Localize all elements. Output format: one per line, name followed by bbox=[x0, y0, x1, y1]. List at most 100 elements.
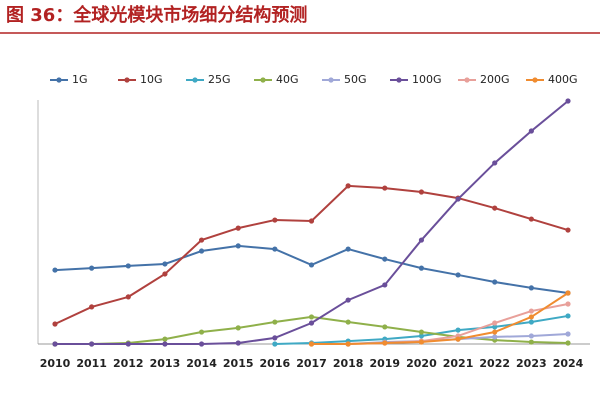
data-point bbox=[198, 341, 205, 347]
x-tick-label: 2023 bbox=[516, 357, 547, 370]
data-point bbox=[528, 339, 534, 345]
data-point bbox=[198, 248, 205, 254]
data-point bbox=[382, 324, 388, 330]
data-point bbox=[162, 271, 168, 277]
data-point bbox=[235, 243, 241, 249]
data-point bbox=[528, 128, 534, 134]
data-point bbox=[492, 334, 498, 340]
x-tick-label: 2018 bbox=[333, 357, 364, 370]
series-line bbox=[311, 292, 569, 345]
data-point bbox=[345, 297, 351, 303]
x-tick-label: 2015 bbox=[223, 357, 254, 370]
legend-label: 10G bbox=[140, 73, 163, 86]
x-tick-label: 2021 bbox=[443, 357, 474, 370]
series-line bbox=[54, 184, 569, 325]
data-point bbox=[565, 331, 571, 337]
data-point bbox=[308, 341, 315, 347]
data-point bbox=[382, 282, 388, 288]
data-point bbox=[345, 183, 351, 189]
data-point bbox=[382, 185, 388, 191]
chart-title: 图 36：全球光模块市场细分结构预测 bbox=[6, 4, 307, 26]
data-point bbox=[125, 341, 131, 347]
legend-marker bbox=[192, 77, 198, 83]
x-tick-label: 2016 bbox=[260, 357, 291, 370]
data-point bbox=[565, 98, 571, 104]
data-point bbox=[308, 218, 315, 224]
data-point bbox=[565, 227, 571, 233]
data-point bbox=[272, 319, 278, 325]
data-point bbox=[455, 327, 461, 333]
data-point bbox=[418, 265, 425, 271]
data-point bbox=[528, 285, 534, 291]
legend-marker bbox=[532, 77, 538, 83]
legend-marker bbox=[396, 77, 402, 83]
data-point bbox=[418, 237, 425, 243]
legend-label: 100G bbox=[412, 73, 442, 86]
data-point bbox=[565, 290, 571, 296]
data-point bbox=[528, 333, 534, 339]
data-point bbox=[418, 329, 425, 335]
data-point bbox=[565, 301, 571, 307]
data-point bbox=[308, 262, 315, 268]
data-point bbox=[125, 263, 131, 269]
legend-label: 200G bbox=[480, 73, 510, 86]
legend-marker bbox=[328, 77, 334, 83]
x-tick-label: 2017 bbox=[296, 357, 327, 370]
data-point bbox=[565, 313, 571, 319]
x-tick-label: 2011 bbox=[76, 357, 107, 370]
data-point bbox=[235, 325, 241, 331]
legend-marker bbox=[124, 77, 130, 83]
x-tick-label: 2014 bbox=[186, 357, 217, 370]
data-point bbox=[89, 265, 95, 271]
data-point bbox=[198, 237, 205, 243]
x-tick-label: 2024 bbox=[553, 357, 584, 370]
data-point bbox=[492, 279, 498, 285]
data-point bbox=[89, 341, 95, 347]
legend-label: 1G bbox=[72, 73, 88, 86]
data-point bbox=[52, 341, 58, 347]
data-point bbox=[418, 333, 425, 339]
x-tick-label: 2020 bbox=[406, 357, 437, 370]
legend-label: 40G bbox=[276, 73, 299, 86]
legend-label: 25G bbox=[208, 73, 231, 86]
data-point bbox=[308, 314, 315, 320]
data-point bbox=[455, 196, 461, 202]
data-point bbox=[492, 205, 498, 211]
data-point bbox=[528, 319, 534, 325]
data-point bbox=[345, 319, 351, 325]
data-point bbox=[345, 341, 351, 347]
data-point bbox=[52, 321, 58, 327]
series-line bbox=[54, 244, 569, 294]
data-point bbox=[492, 160, 498, 166]
data-point bbox=[528, 308, 534, 314]
data-point bbox=[162, 336, 168, 342]
data-point bbox=[272, 341, 278, 347]
data-point bbox=[418, 339, 425, 345]
data-point bbox=[528, 216, 534, 222]
x-tick-label: 2012 bbox=[113, 357, 144, 370]
legend-marker bbox=[260, 77, 266, 83]
data-point bbox=[308, 320, 315, 326]
legend-label: 50G bbox=[344, 73, 367, 86]
x-tick-label: 2013 bbox=[150, 357, 181, 370]
data-point bbox=[272, 246, 278, 252]
data-point bbox=[345, 246, 351, 252]
data-point bbox=[492, 324, 498, 330]
legend-marker bbox=[464, 77, 470, 83]
data-point bbox=[418, 189, 425, 195]
x-tick-label: 2019 bbox=[369, 357, 400, 370]
data-point bbox=[89, 304, 95, 310]
data-point bbox=[528, 314, 534, 320]
data-point bbox=[492, 329, 498, 335]
x-tick-label: 2022 bbox=[479, 357, 510, 370]
data-point bbox=[235, 340, 241, 346]
data-point bbox=[492, 320, 498, 326]
data-point bbox=[272, 335, 278, 341]
data-point bbox=[235, 225, 241, 231]
data-point bbox=[198, 329, 205, 335]
data-point bbox=[382, 340, 388, 346]
data-point bbox=[272, 217, 278, 223]
legend-label: 400G bbox=[548, 73, 578, 86]
x-tick-label: 2010 bbox=[40, 357, 71, 370]
